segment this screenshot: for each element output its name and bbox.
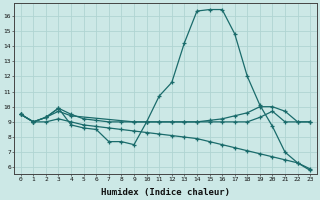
X-axis label: Humidex (Indice chaleur): Humidex (Indice chaleur) <box>101 188 230 197</box>
